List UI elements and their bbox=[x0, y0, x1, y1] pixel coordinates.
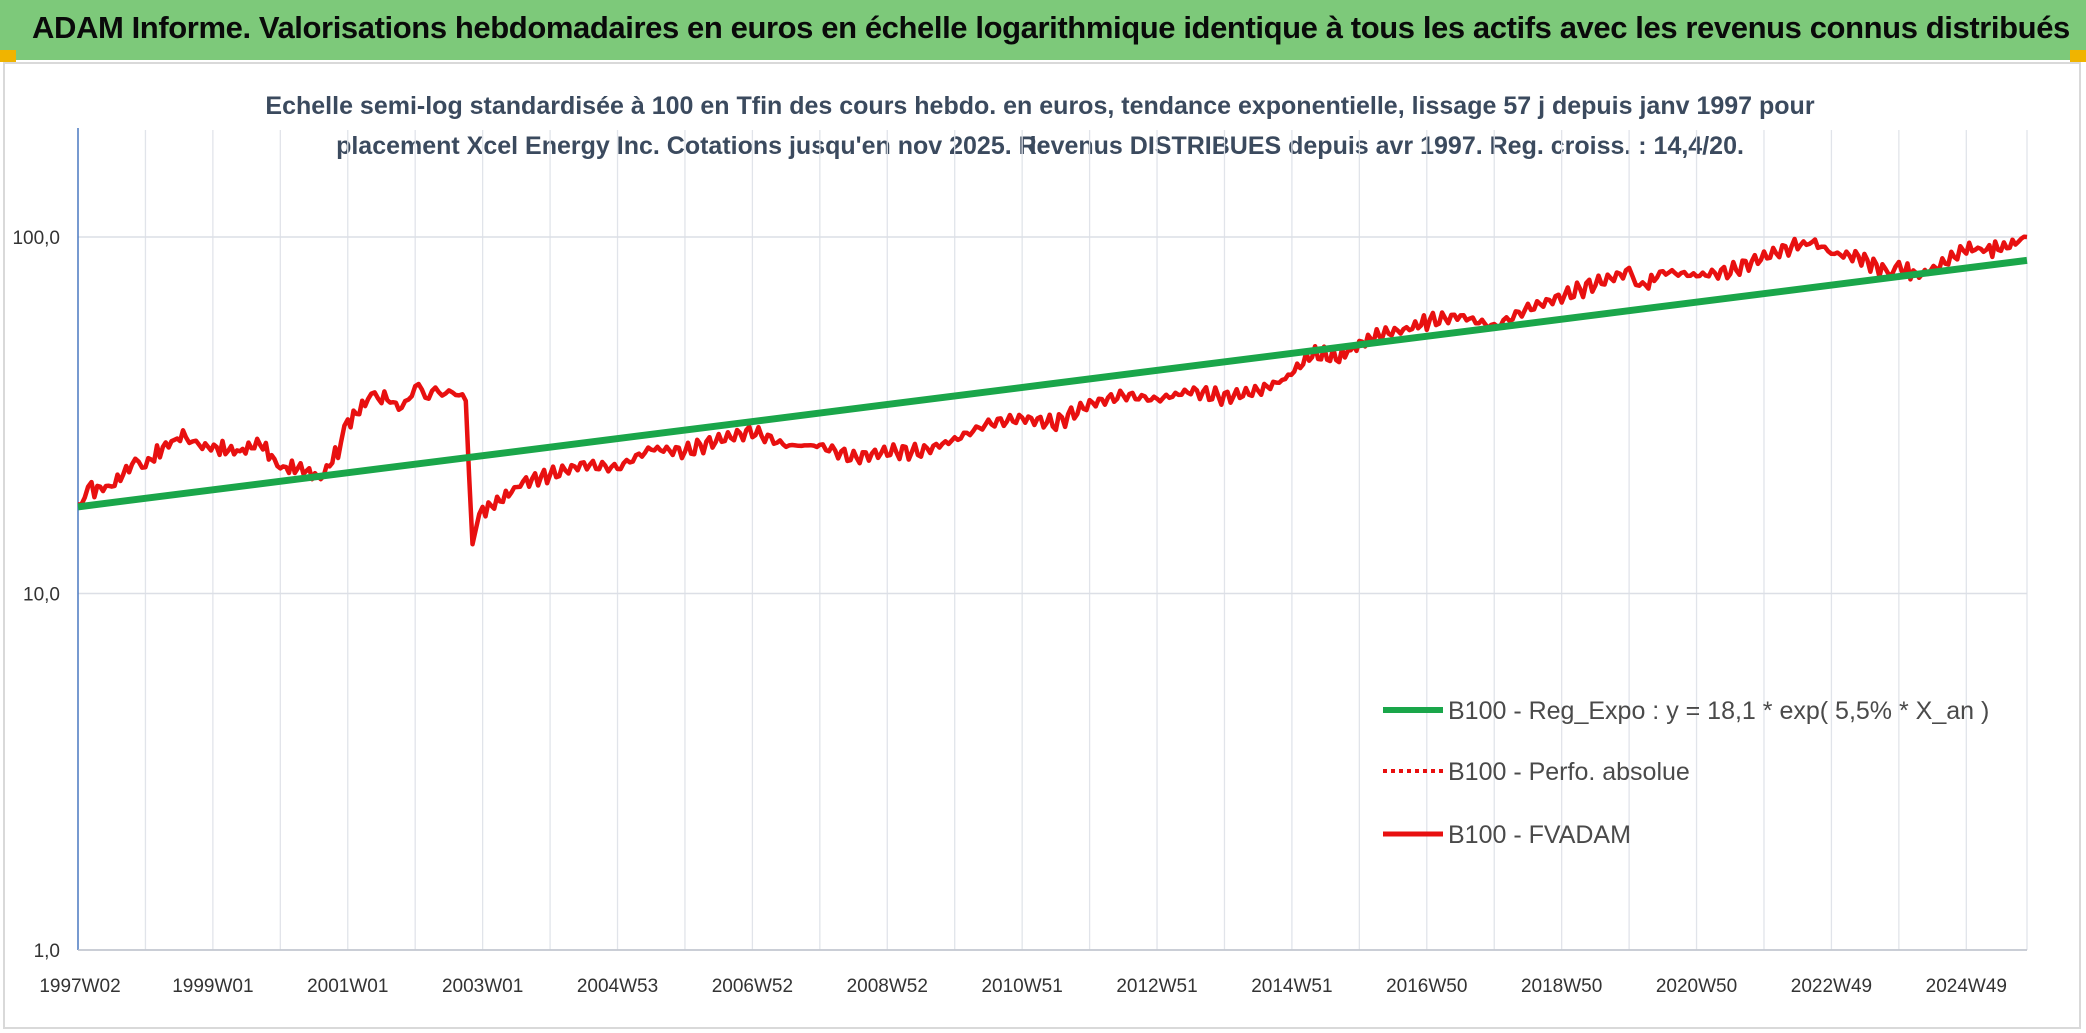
x-tick-label: 2006W52 bbox=[712, 976, 793, 997]
chart-title-line-1: Echelle semi-log standardisée à 100 en T… bbox=[265, 92, 1815, 160]
x-tick-label: 2004W53 bbox=[577, 976, 658, 997]
fvadam-series-line bbox=[77, 234, 2028, 547]
y-tick-label: 10,0 bbox=[23, 585, 60, 606]
legend-label-1: B100 - Reg_Expo : y = 18,1 * exp( 5,5% *… bbox=[1448, 697, 1989, 725]
corner-marker-right bbox=[2070, 50, 2086, 62]
y-tick-label: 100,0 bbox=[12, 228, 60, 249]
report-title: ADAM Informe. Valorisations hebdomadaire… bbox=[32, 10, 2070, 45]
legend-label-3: B100 - FVADAM bbox=[1448, 821, 1631, 849]
y-tick-label: 1,0 bbox=[34, 941, 60, 962]
chart-frame bbox=[3, 62, 2081, 1029]
x-tick-label: 2024W49 bbox=[1926, 976, 2007, 997]
x-tick-label: 2008W52 bbox=[847, 976, 928, 997]
x-tick-label: 2020W50 bbox=[1656, 976, 1737, 997]
x-tick-label: 2016W50 bbox=[1386, 976, 1467, 997]
x-tick-label: 2012W51 bbox=[1116, 976, 1197, 997]
x-tick-label: 2014W51 bbox=[1251, 976, 1332, 997]
regression-trend-line bbox=[77, 256, 2028, 511]
x-tick-label: 1997W02 bbox=[39, 976, 120, 997]
legend-label-2: B100 - Perfo. absolue bbox=[1448, 758, 1690, 786]
x-tick-label: 2010W51 bbox=[981, 976, 1062, 997]
report-banner: ADAM Informe. Valorisations hebdomadaire… bbox=[0, 0, 2086, 60]
x-tick-label: 2018W50 bbox=[1521, 976, 1602, 997]
x-tick-label: 2003W01 bbox=[442, 976, 523, 997]
chart-title-line-2: placement Xcel Energy Inc. Cotations jus… bbox=[336, 132, 1744, 160]
x-tick-label: 2001W01 bbox=[307, 976, 388, 997]
x-tick-label: 2022W49 bbox=[1791, 976, 1872, 997]
corner-marker-left bbox=[0, 50, 16, 62]
x-tick-label: 1999W01 bbox=[172, 976, 253, 997]
